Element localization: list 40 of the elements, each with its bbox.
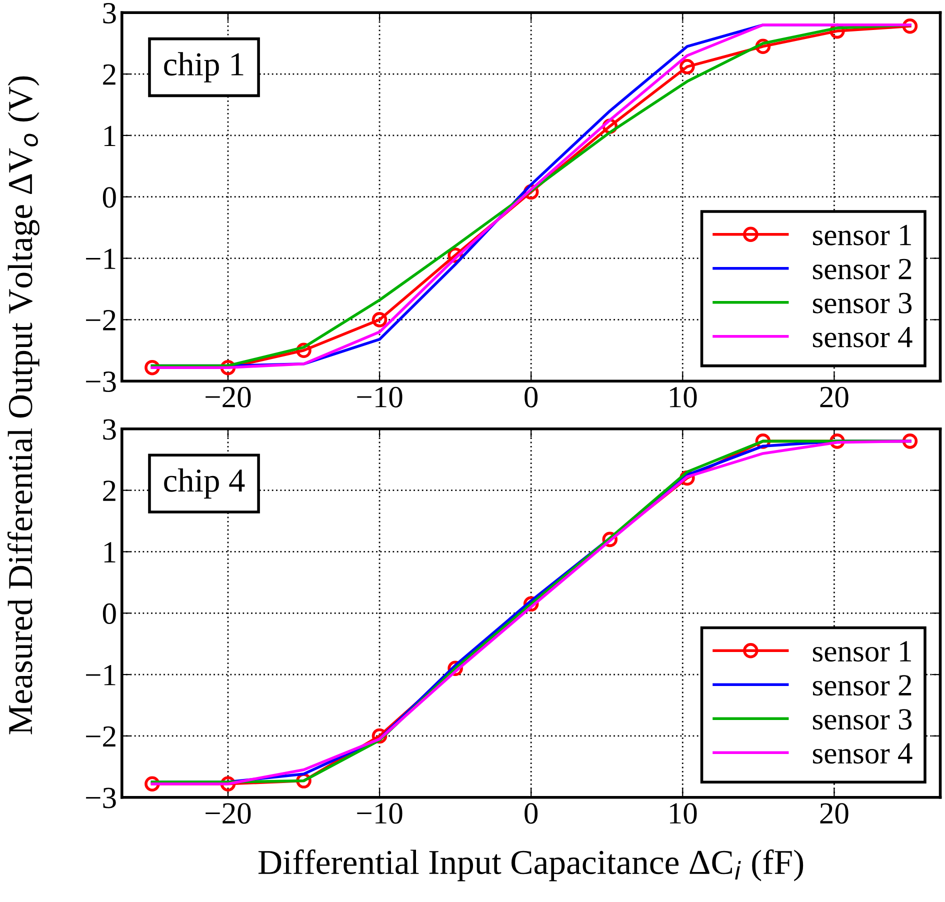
annotation: chip 1	[164, 52, 244, 82]
annotation: chip 4	[164, 468, 245, 499]
y-tick-label: 2	[103, 480, 116, 501]
legend-label: sensor 1	[813, 224, 911, 246]
y-axis-title: Measured Differential Output Voltage ΔV$_{o}$ (V)	[7, 76, 40, 734]
x-tick-label: 20	[820, 386, 848, 408]
point	[680, 59, 695, 74]
legend-label: sensor 1	[813, 641, 911, 662]
legend-label: sensor 3	[813, 709, 912, 730]
y-tick-label: −2	[86, 726, 116, 747]
y-tick-label: 3	[103, 419, 116, 440]
y-tick-label: −2	[86, 310, 116, 330]
y-tick-label: 0	[102, 603, 116, 624]
y-tick-label: −3	[86, 371, 116, 392]
y-tick-label: −1	[86, 248, 116, 269]
legend-label: sensor 3	[813, 292, 912, 314]
legend-label: sensor 4	[813, 743, 912, 764]
y-tick-label: 2	[103, 64, 116, 85]
x-tick-label: 10	[670, 803, 697, 824]
y-tick-label: 1	[104, 542, 116, 562]
x-axis-title: Differential Input Capacitance ΔC$_{i}$ (fF)	[258, 849, 804, 882]
legend-label: sensor 2	[813, 675, 912, 696]
x-tick-label: 0	[524, 386, 538, 408]
y-tick-label: −1	[86, 664, 116, 686]
y-tick-label: 1	[104, 126, 116, 146]
x-tick-label: −10	[357, 803, 402, 824]
y-tick-label: −3	[86, 788, 116, 808]
point	[902, 434, 918, 449]
legend-label: sensor 4	[813, 326, 912, 348]
x-tick-label: 0	[524, 803, 538, 824]
y-tick-label: 0	[102, 187, 116, 208]
x-tick-label: −20	[206, 803, 251, 824]
legend-label: sensor 2	[813, 258, 912, 280]
x-tick-label: 20	[820, 803, 848, 824]
x-tick-label: −10	[357, 386, 402, 408]
point	[902, 18, 918, 34]
y-tick-label: 3	[103, 2, 116, 24]
point	[372, 312, 388, 328]
x-tick-label: 10	[670, 386, 697, 408]
x-tick-label: −20	[206, 386, 251, 408]
